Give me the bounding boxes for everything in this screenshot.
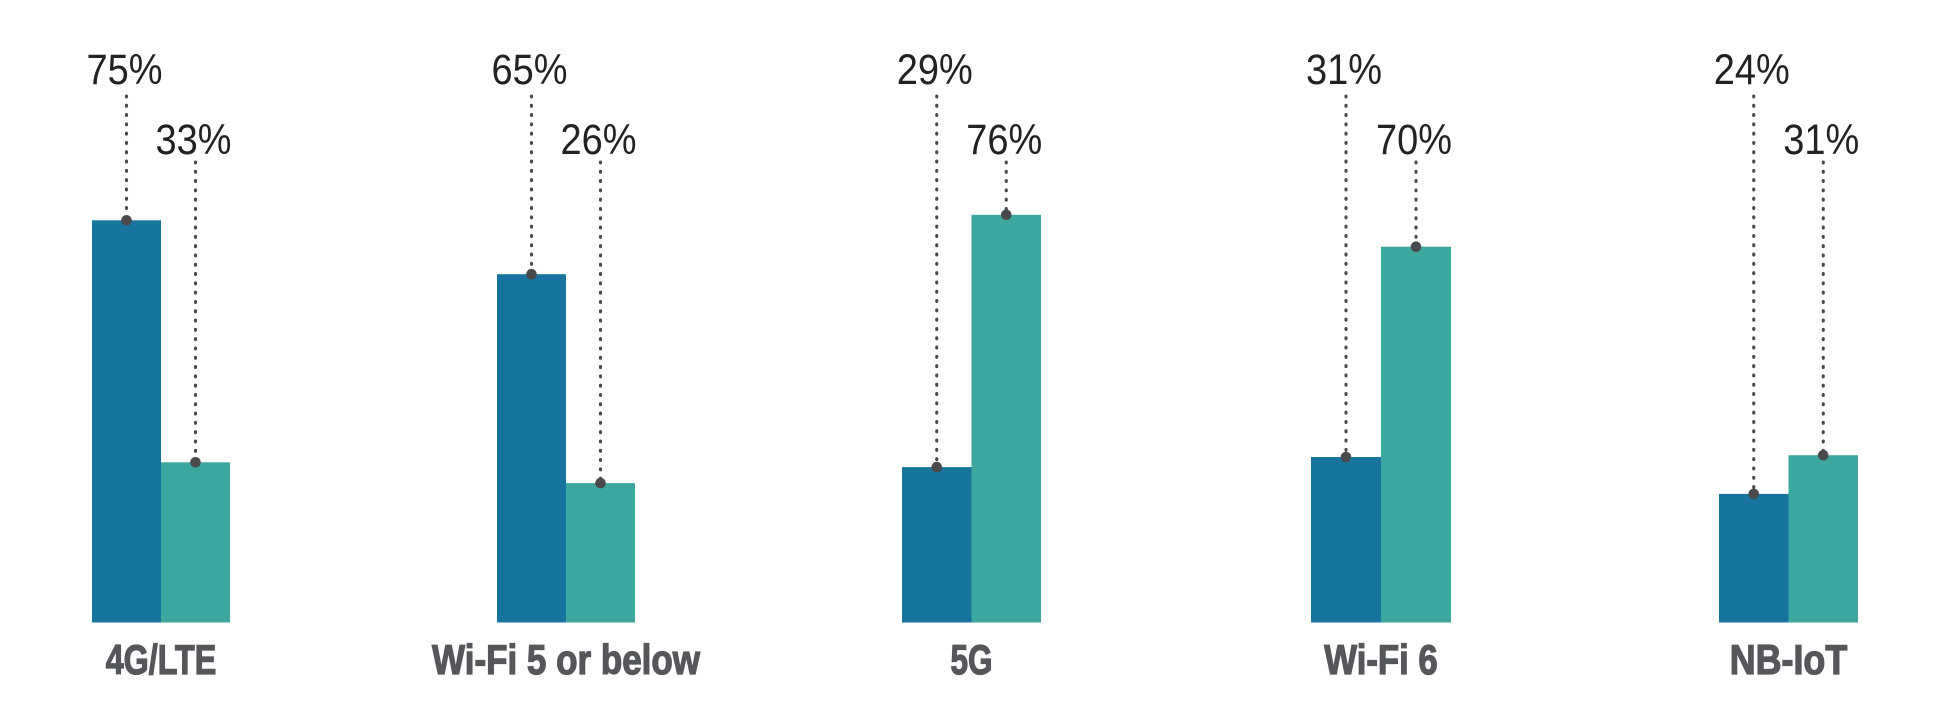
- svg-text:24%: 24%: [1714, 46, 1790, 94]
- svg-text:33%: 33%: [156, 116, 232, 164]
- svg-text:31%: 31%: [1783, 116, 1859, 164]
- svg-text:26%: 26%: [561, 116, 637, 164]
- svg-text:70%: 70%: [1376, 116, 1452, 164]
- svg-text:Wi-Fi 5 or below: Wi-Fi 5 or below: [432, 636, 700, 683]
- svg-text:31%: 31%: [1306, 46, 1382, 94]
- svg-text:75%: 75%: [87, 46, 163, 94]
- svg-text:4G/LTE: 4G/LTE: [106, 636, 217, 683]
- svg-text:29%: 29%: [897, 46, 973, 94]
- svg-text:NB-IoT: NB-IoT: [1730, 636, 1848, 683]
- svg-text:65%: 65%: [492, 46, 568, 94]
- svg-text:Wi-Fi 6: Wi-Fi 6: [1324, 636, 1438, 683]
- svg-text:5G: 5G: [951, 636, 993, 683]
- svg-text:76%: 76%: [966, 116, 1042, 164]
